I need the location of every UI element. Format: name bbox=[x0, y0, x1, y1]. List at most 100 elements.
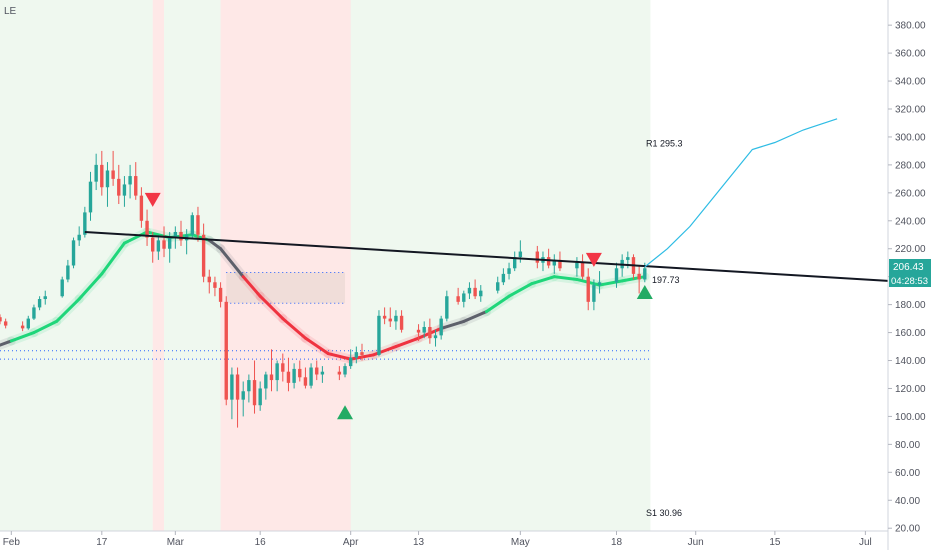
region-bull bbox=[350, 0, 651, 531]
price-tag-box bbox=[889, 259, 931, 273]
candle bbox=[117, 164, 121, 205]
candle bbox=[213, 276, 217, 297]
ma-segment bbox=[371, 345, 398, 357]
ma-segment bbox=[507, 282, 534, 298]
candle bbox=[134, 162, 138, 200]
x-tick-label: Feb bbox=[3, 537, 21, 548]
candle bbox=[156, 234, 161, 260]
candle bbox=[496, 276, 500, 294]
candle bbox=[122, 176, 127, 207]
ma-segment bbox=[484, 294, 511, 314]
candle bbox=[343, 363, 347, 378]
price-tag-value: 206.43 bbox=[893, 262, 924, 273]
symbol-label: LE bbox=[4, 6, 17, 17]
candle-body bbox=[201, 234, 206, 277]
candle bbox=[3, 318, 8, 329]
price-tag-countdown: 04:28:53 bbox=[891, 276, 928, 287]
candle bbox=[416, 324, 421, 341]
y-tick-label: 180.00 bbox=[895, 300, 926, 311]
candle-body bbox=[467, 287, 472, 294]
candle bbox=[292, 363, 296, 389]
candle-body bbox=[139, 195, 144, 221]
candle bbox=[94, 153, 98, 191]
candle bbox=[66, 259, 70, 283]
candle-body bbox=[309, 367, 313, 386]
candle-body bbox=[337, 371, 342, 375]
candle-body bbox=[360, 352, 364, 355]
candle-body bbox=[207, 276, 211, 283]
candle bbox=[235, 367, 240, 428]
candle-body bbox=[264, 374, 268, 389]
candle-body bbox=[151, 237, 155, 252]
candle-body bbox=[134, 176, 138, 196]
candle-body bbox=[292, 368, 296, 383]
y-tick-label: 300.00 bbox=[895, 132, 926, 143]
y-tick-label: 60.00 bbox=[895, 468, 920, 479]
zones bbox=[0, 271, 651, 360]
candle-body bbox=[535, 251, 540, 263]
ma-segment bbox=[394, 336, 421, 349]
candle bbox=[258, 381, 262, 411]
candle-body bbox=[105, 170, 110, 188]
ma-segment bbox=[552, 275, 579, 281]
candle bbox=[546, 248, 551, 269]
candle bbox=[32, 304, 36, 320]
candle bbox=[37, 296, 42, 311]
sell-signal-triangle bbox=[585, 252, 602, 267]
candle-body bbox=[315, 367, 319, 375]
candle bbox=[303, 367, 308, 389]
candle-body bbox=[298, 368, 302, 378]
candle bbox=[43, 290, 47, 305]
x-tick-label: 18 bbox=[611, 537, 623, 548]
candle-body bbox=[580, 262, 585, 277]
candle-body bbox=[128, 176, 132, 185]
candle-body bbox=[382, 315, 387, 319]
candle-body bbox=[597, 282, 602, 286]
candle bbox=[298, 360, 302, 382]
x-tick-label: 15 bbox=[769, 537, 781, 548]
level-label: 197.73 bbox=[652, 275, 680, 285]
countdown-box bbox=[889, 273, 931, 287]
candle-body bbox=[117, 178, 121, 196]
candle bbox=[281, 353, 285, 382]
candle-body bbox=[3, 321, 8, 326]
candle-body bbox=[26, 318, 30, 329]
candle-body bbox=[275, 363, 279, 381]
candle bbox=[71, 237, 76, 269]
candle-body bbox=[111, 170, 115, 179]
region-bull bbox=[164, 0, 221, 531]
candle-body bbox=[100, 164, 104, 188]
candle bbox=[230, 367, 234, 420]
candle-body bbox=[60, 279, 64, 297]
y-tick-label: 40.00 bbox=[895, 496, 920, 507]
candle-body bbox=[575, 262, 579, 269]
candle-body bbox=[626, 257, 630, 260]
candle bbox=[201, 223, 206, 283]
y-tick-label: 220.00 bbox=[895, 244, 926, 255]
ma-segment bbox=[100, 241, 126, 276]
level-label: S1 30.96 bbox=[646, 508, 682, 518]
candle bbox=[264, 371, 268, 400]
ma-segment bbox=[303, 336, 330, 356]
candle bbox=[196, 206, 200, 242]
overlay-lines: R1 295.3 S1 30.96 197.73 bbox=[84, 118, 889, 518]
candle bbox=[179, 220, 183, 246]
buy-signal-triangle bbox=[337, 405, 354, 420]
candle-body bbox=[252, 380, 257, 406]
sell-signal-triangle bbox=[144, 192, 161, 207]
candle bbox=[309, 363, 313, 389]
ma-segment bbox=[122, 230, 149, 245]
candle-body bbox=[218, 287, 223, 302]
candle bbox=[394, 310, 398, 330]
candle-body bbox=[422, 326, 426, 333]
candle-body bbox=[586, 276, 590, 302]
candle-body bbox=[354, 352, 359, 358]
candle-body bbox=[66, 265, 70, 280]
candle-body bbox=[247, 380, 251, 392]
region-bear bbox=[220, 0, 351, 531]
candle bbox=[145, 209, 149, 246]
candle-body bbox=[552, 259, 556, 266]
candle-body bbox=[281, 363, 285, 372]
ma-segment bbox=[598, 279, 624, 287]
